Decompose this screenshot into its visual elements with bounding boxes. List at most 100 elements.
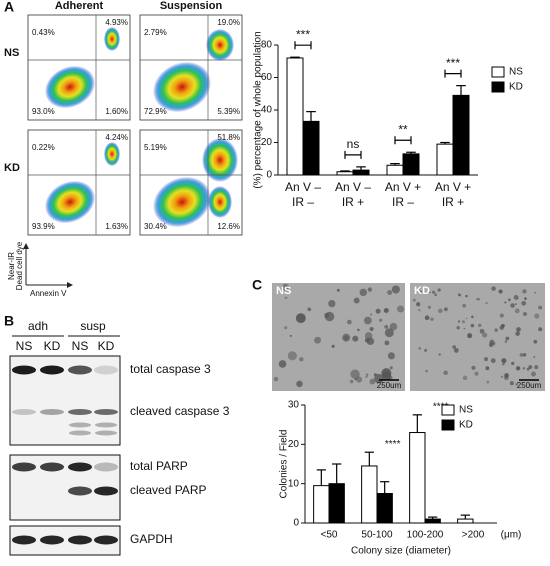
cell (384, 324, 389, 329)
legend-swatch (491, 81, 505, 93)
error-bar (316, 469, 326, 486)
quadrant-percent: 72.9% (144, 107, 167, 116)
cell (391, 285, 400, 294)
cell (513, 295, 519, 300)
cell (387, 352, 395, 360)
cell (307, 307, 312, 312)
quadrant-percent: 4.93% (105, 18, 128, 27)
cell (456, 326, 460, 330)
error-bar (364, 451, 374, 466)
cell (538, 327, 543, 332)
quadrant-percent: 1.63% (105, 222, 128, 231)
error-bar (380, 481, 390, 494)
density-cloud (44, 65, 96, 109)
y-tick-label: 40 (261, 105, 273, 116)
cell (453, 348, 459, 353)
x-tick-label: >200 (462, 530, 485, 541)
cell (511, 361, 515, 365)
significance-label: *** (446, 56, 460, 70)
cell (530, 371, 536, 377)
cell (389, 366, 393, 370)
axis-label: Annexin V (30, 289, 67, 298)
cell (489, 342, 494, 347)
cell (284, 326, 288, 330)
axis-label: Dead cell dye (15, 241, 24, 290)
scale-label: 250um (517, 381, 542, 390)
cell (485, 366, 490, 371)
x-tick-label: An V – (335, 180, 371, 194)
x-tick-label: An V – (285, 180, 321, 194)
density-cloud (104, 142, 120, 166)
cell (359, 288, 367, 297)
cell (427, 305, 432, 309)
flow-plot: 0.22% 4.24% 93.9% 1.63% (27, 129, 131, 236)
cell (477, 298, 480, 301)
cell (498, 289, 503, 294)
cell (492, 342, 496, 346)
error-bar (406, 151, 416, 154)
cell (504, 375, 509, 381)
cell (462, 375, 468, 381)
bar (457, 518, 474, 524)
scale-label: 250um (377, 381, 402, 390)
bar (402, 153, 420, 176)
cell (515, 383, 518, 386)
cell (370, 313, 373, 316)
cell (510, 303, 515, 308)
y-tick-label: 0 (293, 518, 299, 529)
panel-letter: A (4, 0, 14, 15)
y-tick-label: 10 (288, 478, 300, 489)
cell (457, 320, 461, 323)
x-tick-label: An V + (385, 180, 421, 194)
band-label: cleaved caspase 3 (130, 404, 230, 418)
blot-band (94, 535, 118, 545)
quadrant-percent: 19.0% (217, 18, 240, 27)
y-tick-label: 0 (266, 170, 272, 181)
x-tick-label: IR + (342, 195, 364, 209)
x-tick-label: 50-100 (361, 530, 393, 541)
cell (369, 378, 376, 385)
error-bar (290, 56, 300, 58)
cell (515, 331, 520, 336)
bar (361, 465, 378, 524)
cell (534, 313, 540, 319)
lane-label: NS (16, 339, 33, 353)
bar (302, 120, 320, 176)
cell (515, 303, 517, 306)
legend-swatch (441, 419, 455, 431)
blot-band (68, 409, 92, 415)
blot-band (68, 535, 92, 545)
cell (375, 308, 381, 314)
cell (501, 323, 505, 328)
cell (418, 347, 421, 350)
blot-band (69, 422, 91, 428)
panel-letter: B (4, 313, 14, 329)
flow-plot: 2.79% 19.0% 72.9% 5.39% (139, 14, 243, 121)
blot-band (94, 462, 118, 472)
x-axis-unit: (μm) (501, 530, 522, 541)
cell (471, 365, 476, 370)
cell (478, 323, 482, 328)
density-cloud (208, 186, 232, 218)
bar (376, 493, 393, 524)
quadrant-percent: 0.22% (32, 143, 55, 152)
cell (353, 297, 360, 304)
cell (347, 319, 352, 325)
density-cloud (104, 27, 120, 51)
cell (462, 303, 467, 308)
legend-label: KD (459, 420, 473, 431)
group-label: adh (28, 319, 48, 333)
cell (424, 348, 428, 352)
cell (365, 373, 369, 377)
panel-letter: C (252, 277, 262, 293)
cell (369, 326, 374, 331)
y-tick-label: 20 (261, 137, 273, 148)
cell (296, 380, 303, 388)
blot-band (12, 365, 36, 375)
cell (501, 362, 505, 366)
cell (522, 353, 527, 357)
cell (461, 320, 465, 324)
cell (273, 376, 279, 382)
quadrant-percent: 0.43% (32, 28, 55, 37)
